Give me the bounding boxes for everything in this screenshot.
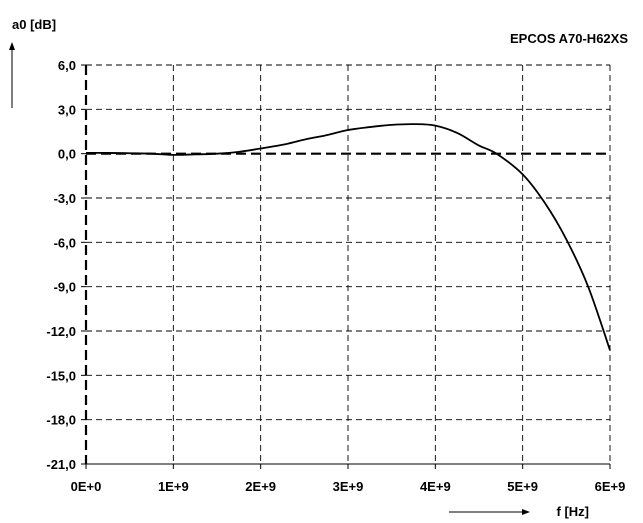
y-tick-label: 0,0 (58, 147, 76, 162)
horizontal-gridlines (86, 64, 610, 421)
x-axis-title: f [Hz] (557, 504, 590, 519)
x-tick-label: 3E+9 (333, 479, 364, 494)
chart-title: EPCOS A70-H62XS (510, 31, 628, 46)
y-axis-title: a0 [dB] (12, 17, 56, 32)
y-tick-label: -6,0 (54, 235, 76, 250)
x-tick-label: 2E+9 (245, 479, 276, 494)
x-tick-label: 0E+0 (71, 479, 102, 494)
x-tick-label: 1E+9 (158, 479, 189, 494)
x-tick-label: 4E+9 (420, 479, 451, 494)
y-axis-arrowhead (9, 42, 15, 50)
y-tick-label: -9,0 (54, 280, 76, 295)
y-tick-label: 3,0 (58, 102, 76, 117)
x-tick-label: 6E+9 (595, 479, 626, 494)
vertical-gridlines (172, 65, 611, 464)
x-ticks: 0E+0 1E+9 2E+9 3E+9 4E+9 5E+9 6E+9 (71, 464, 626, 494)
x-tick-label: 5E+9 (507, 479, 538, 494)
y-tick-label: 6,0 (58, 58, 76, 73)
x-axis-arrowhead (522, 509, 530, 515)
y-tick-label: -18,0 (46, 413, 76, 428)
attenuation-curve (85, 123, 611, 351)
y-tick-label: -15,0 (46, 368, 76, 383)
y-ticks: 6,0 3,0 0,0 -3,0 -6,0 -9,0 -12,0 -15,0 -18,0 -21,… (46, 58, 86, 472)
y-tick-label: -12,0 (46, 324, 76, 339)
y-tick-label: -3,0 (54, 191, 76, 206)
y-tick-label: -21,0 (46, 457, 76, 472)
